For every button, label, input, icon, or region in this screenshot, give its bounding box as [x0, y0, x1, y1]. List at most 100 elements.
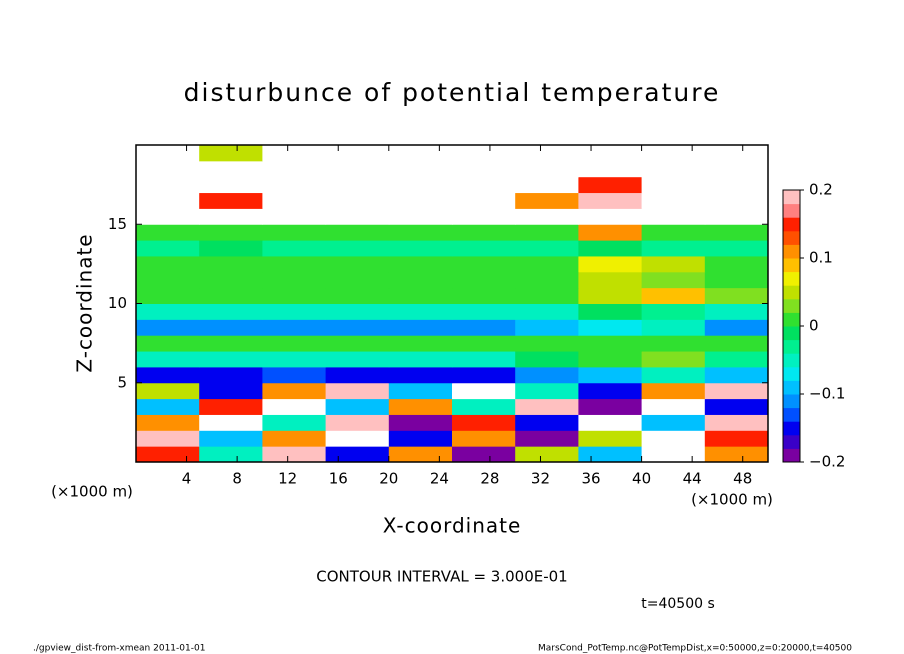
heat-cell: [578, 160, 643, 178]
heat-cell: [388, 319, 453, 336]
heat-cell: [515, 335, 579, 352]
heat-cell: [704, 446, 769, 463]
heat-cell: [199, 351, 263, 368]
heat-cell: [325, 240, 390, 257]
heat-cell: [199, 208, 263, 225]
heat-cell: [641, 192, 706, 209]
heat-cell: [325, 145, 390, 162]
heat-cell: [452, 351, 516, 368]
heat-cell: [704, 382, 769, 400]
heat-cell: [704, 303, 769, 320]
heat-cell: [578, 145, 643, 162]
heat-cell: [578, 303, 643, 320]
heat-cell: [388, 176, 453, 194]
heat-cell: [704, 192, 769, 209]
heat-cell: [515, 319, 579, 336]
heat-cell: [515, 240, 579, 257]
heat-cell: [515, 398, 579, 415]
colorbar-tick-label: −0.1: [809, 385, 845, 403]
heat-cell: [262, 414, 327, 431]
colorbar-segment: [783, 353, 800, 368]
heat-cell: [515, 430, 579, 447]
heat-cell: [199, 224, 263, 241]
heat-cell: [515, 303, 579, 320]
heat-cell: [641, 319, 706, 336]
heat-cell: [262, 240, 327, 257]
heat-cell: [704, 430, 769, 447]
heat-cell: [136, 335, 200, 352]
heat-cell: [578, 208, 643, 225]
heat-cell: [136, 414, 200, 431]
heat-cell: [262, 192, 327, 209]
heat-cell: [262, 398, 327, 415]
heat-cell: [641, 240, 706, 257]
colorbar-segment: [783, 448, 800, 463]
colorbar-segment: [783, 421, 800, 436]
heat-cell: [325, 414, 390, 431]
heat-cell: [325, 335, 390, 352]
heat-cell: [578, 255, 643, 273]
colorbar-tick-label: 0: [809, 317, 819, 335]
heat-cell: [641, 208, 706, 225]
heat-cell: [515, 224, 579, 241]
heat-cell: [199, 382, 263, 400]
heat-cell: [452, 335, 516, 352]
heat-cell: [199, 366, 263, 384]
heat-cell: [704, 240, 769, 257]
heat-cell: [578, 240, 643, 257]
heat-cell: [136, 160, 200, 178]
heat-cell: [452, 160, 516, 178]
heat-cell: [136, 382, 200, 400]
heat-cell: [452, 366, 516, 384]
heat-cell: [578, 287, 643, 304]
heat-cell: [515, 351, 579, 368]
heat-cell: [578, 176, 643, 194]
heat-cell: [262, 366, 327, 384]
heat-cell: [641, 303, 706, 320]
heat-cell: [578, 382, 643, 400]
heat-cell: [452, 176, 516, 194]
heat-cell: [452, 430, 516, 447]
heat-cell: [388, 240, 453, 257]
heat-cell: [262, 446, 327, 463]
heat-cell: [199, 255, 263, 273]
heat-cell: [452, 240, 516, 257]
x-tick-label: 32: [531, 470, 550, 488]
heat-cell: [136, 287, 200, 304]
heat-cell: [704, 255, 769, 273]
heat-cell: [199, 176, 263, 194]
heat-cell: [452, 192, 516, 209]
heat-cell: [452, 414, 516, 431]
heat-cell: [325, 208, 390, 225]
time-label: t=40500 s: [641, 596, 715, 612]
x-axis-unit: (×1000 m): [691, 491, 773, 509]
heat-cell: [641, 335, 706, 352]
heat-cell: [199, 303, 263, 320]
heat-cell: [388, 366, 453, 384]
heat-cell: [199, 414, 263, 431]
x-tick-label: 4: [182, 470, 192, 488]
heat-cell: [452, 271, 516, 289]
heat-cell: [388, 414, 453, 431]
heat-cell: [452, 287, 516, 304]
heat-cell: [578, 366, 643, 384]
x-tick-label: 44: [683, 470, 702, 488]
colorbar-tick-label: −0.2: [809, 453, 845, 471]
heat-cell: [136, 224, 200, 241]
heat-cell: [641, 287, 706, 304]
heat-cell: [325, 382, 390, 400]
y-axis-unit: (×1000 m): [51, 483, 133, 501]
colorbar-segment: [783, 285, 800, 300]
heat-cell: [578, 351, 643, 368]
heat-cell: [388, 145, 453, 162]
colorbar-segment: [783, 394, 800, 409]
heat-cell: [388, 271, 453, 289]
heat-cell: [262, 335, 327, 352]
colorbar-segment: [783, 271, 800, 286]
heat-cell: [325, 255, 390, 273]
heat-cell: [136, 240, 200, 257]
heat-cell: [452, 382, 516, 400]
colorbar-segment: [783, 190, 800, 205]
heat-cell: [704, 414, 769, 431]
